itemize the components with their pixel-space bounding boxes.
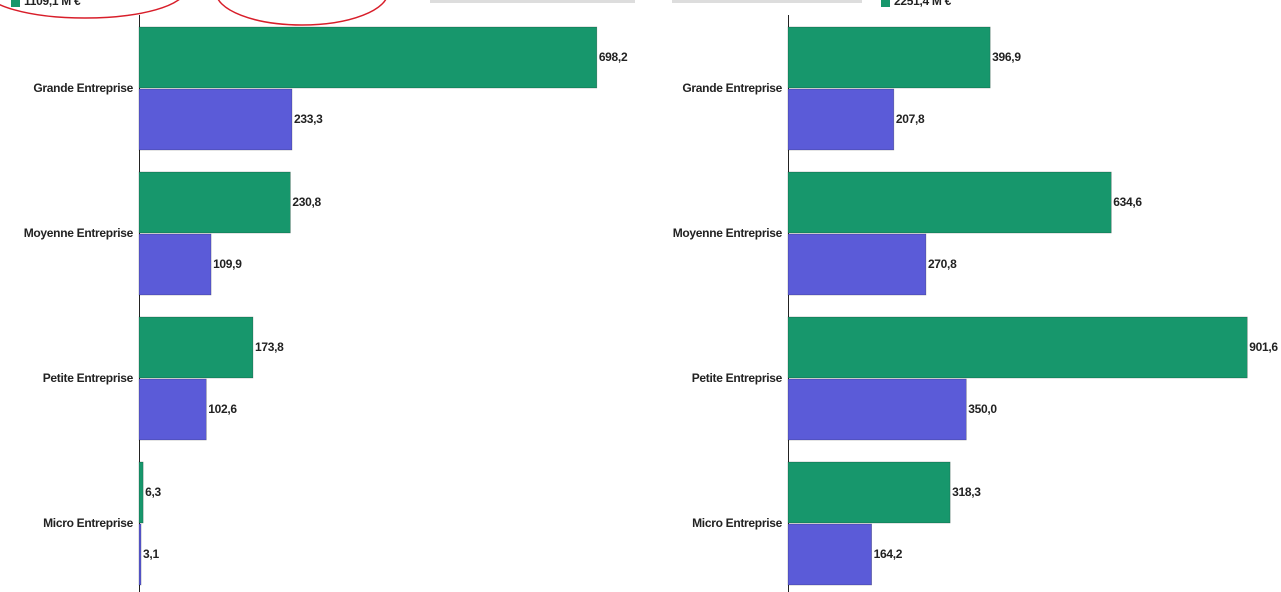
bar <box>787 523 872 586</box>
value-label: 6,3 <box>145 485 161 499</box>
category-label: Petite Entreprise <box>43 371 134 385</box>
category-label: Micro Entreprise <box>43 516 134 530</box>
legend-label: 2251,4 M € <box>894 0 952 8</box>
highlight-ellipse <box>0 0 180 19</box>
value-label: 270,8 <box>928 257 957 271</box>
category-label: Petite Entreprise <box>692 371 783 385</box>
value-label: 109,9 <box>213 257 242 271</box>
legend-swatch <box>11 0 20 7</box>
value-label: 901,6 <box>1249 340 1278 354</box>
bar <box>787 26 991 89</box>
value-label: 233,3 <box>294 112 323 126</box>
value-label: 3,1 <box>143 547 159 561</box>
value-label: 634,6 <box>1113 195 1142 209</box>
category-label: Moyenne Entreprise <box>24 226 134 240</box>
cut-off-element <box>672 0 862 3</box>
value-label: 164,2 <box>874 547 903 561</box>
legend-label: 1109,1 M € <box>24 0 81 8</box>
bar <box>787 316 1248 379</box>
cut-off-element <box>430 0 635 3</box>
bar <box>787 88 895 151</box>
bar <box>138 26 598 89</box>
value-label: 173,8 <box>255 340 284 354</box>
legend-swatch <box>881 0 890 7</box>
bar <box>787 171 1112 234</box>
bar <box>787 461 951 524</box>
category-label: Moyenne Entreprise <box>673 226 783 240</box>
value-label: 350,0 <box>968 402 997 416</box>
bar <box>138 523 142 586</box>
value-label: 396,9 <box>992 50 1021 64</box>
category-label: Grande Entreprise <box>33 81 133 95</box>
bar <box>138 233 212 296</box>
bar <box>138 378 207 441</box>
value-label: 698,2 <box>599 50 628 64</box>
value-label: 207,8 <box>896 112 925 126</box>
bar <box>138 171 291 234</box>
bar <box>787 233 927 296</box>
category-label: Grande Entreprise <box>682 81 782 95</box>
bar <box>138 316 254 379</box>
bar <box>138 461 144 524</box>
category-label: Micro Entreprise <box>692 516 783 530</box>
value-label: 102,6 <box>208 402 237 416</box>
value-label: 230,8 <box>292 195 321 209</box>
highlight-ellipse <box>217 0 387 26</box>
value-label: 318,3 <box>952 485 981 499</box>
bar <box>138 88 293 151</box>
bar <box>787 378 967 441</box>
